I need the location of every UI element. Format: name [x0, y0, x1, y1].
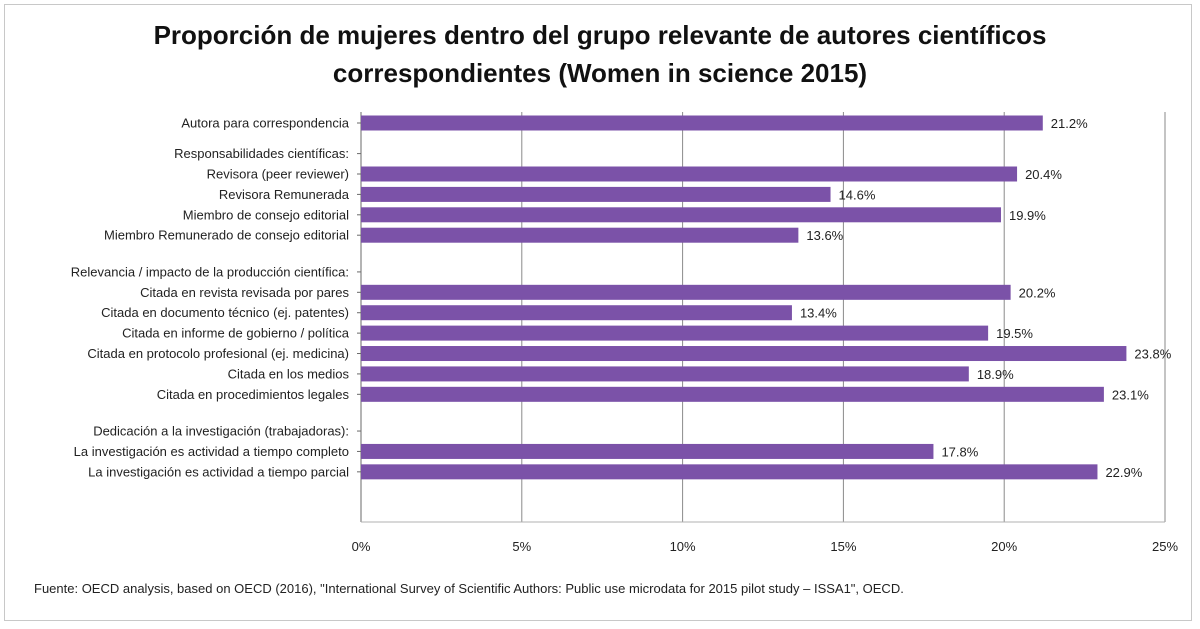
- bar: [361, 386, 1104, 402]
- bar: [361, 346, 1127, 362]
- bar: [361, 166, 1018, 182]
- category-label: Revisora (peer reviewer): [207, 167, 349, 182]
- chart-title-line-2: correspondientes (Women in science 2015): [332, 58, 868, 88]
- bar: [361, 443, 934, 459]
- category-label: Autora para correspondencia: [181, 116, 349, 131]
- x-tick-label: 5%: [512, 539, 531, 554]
- category-label: Responsabilidades científicas:: [174, 146, 349, 161]
- data-label: 13.6%: [806, 228, 843, 243]
- data-label: 19.9%: [1009, 208, 1046, 223]
- data-label: 23.8%: [1134, 347, 1171, 362]
- x-tick-label: 0%: [352, 539, 371, 554]
- data-label: 18.9%: [977, 367, 1014, 382]
- category-label: Citada en documento técnico (ej. patente…: [101, 305, 349, 320]
- data-label: 14.6%: [839, 187, 876, 202]
- bar: [361, 325, 989, 341]
- data-label: 19.5%: [996, 326, 1033, 341]
- x-tick-label: 10%: [670, 539, 696, 554]
- category-label: Citada en procedimientos legales: [157, 387, 350, 402]
- source-note: Fuente: OECD analysis, based on OECD (20…: [34, 581, 904, 596]
- bar: [361, 186, 831, 202]
- bar: [361, 366, 969, 382]
- data-label: 23.1%: [1112, 387, 1149, 402]
- bar: [361, 227, 799, 243]
- bar: [361, 305, 792, 321]
- x-tick-label: 25%: [1152, 539, 1178, 554]
- chart-title: Proporción de mujeres dentro del grupo r…: [0, 16, 1200, 92]
- data-label: 13.4%: [800, 306, 837, 321]
- bar: [361, 464, 1098, 480]
- x-tick-label: 20%: [991, 539, 1017, 554]
- data-label: 20.4%: [1025, 167, 1062, 182]
- data-label: 22.9%: [1105, 465, 1142, 480]
- category-label: Citada en protocolo profesional (ej. med…: [87, 346, 349, 361]
- bar: [361, 115, 1043, 131]
- category-label: Citada en informe de gobierno / política: [122, 326, 350, 341]
- category-label: Revisora Remunerada: [219, 187, 350, 202]
- category-label: La investigación es actividad a tiempo c…: [74, 444, 349, 459]
- bar: [361, 284, 1011, 300]
- category-label: Citada en los medios: [228, 366, 350, 381]
- data-label: 20.2%: [1019, 285, 1056, 300]
- chart-title-line-1: Proporción de mujeres dentro del grupo r…: [153, 20, 1047, 50]
- category-label: Miembro Remunerado de consejo editorial: [104, 228, 349, 243]
- category-label: Miembro de consejo editorial: [183, 207, 349, 222]
- data-label: 17.8%: [941, 444, 978, 459]
- data-label: 21.2%: [1051, 116, 1088, 131]
- category-label: La investigación es actividad a tiempo p…: [88, 464, 349, 479]
- category-label: Relevancia / impacto de la producción ci…: [71, 264, 349, 279]
- category-label: Citada en revista revisada por pares: [140, 285, 349, 300]
- x-tick-label: 15%: [830, 539, 856, 554]
- category-label: Dedicación a la investigación (trabajado…: [93, 424, 349, 439]
- bar: [361, 207, 1001, 223]
